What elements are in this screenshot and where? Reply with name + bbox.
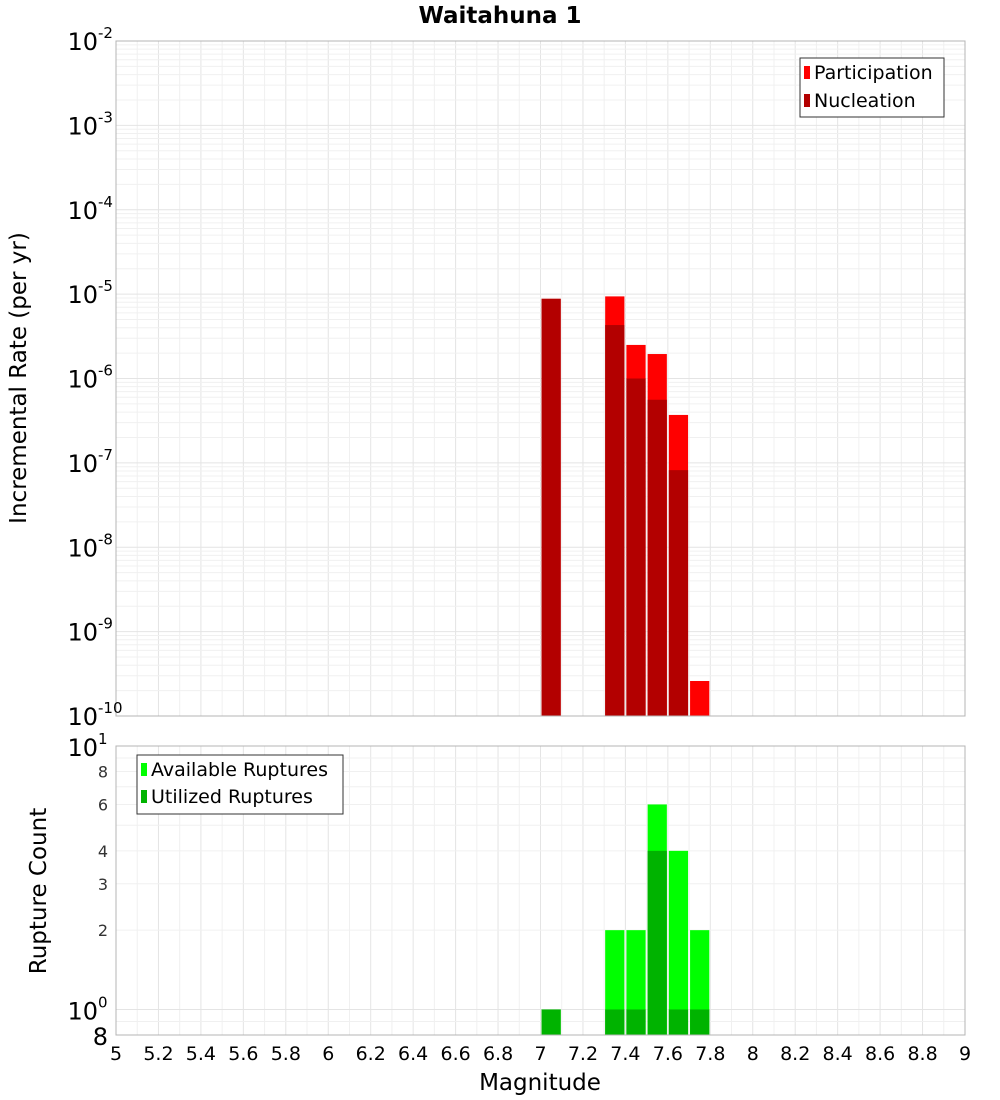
- x-tick-label: 8: [747, 1043, 759, 1065]
- bottom-bar: [626, 1009, 646, 1035]
- bottom-y-axis-label: Rupture Count: [26, 808, 52, 974]
- legend-swatch: [804, 94, 810, 107]
- top-bar: [690, 680, 710, 716]
- legend-label: Available Ruptures: [151, 759, 328, 781]
- top-y-tick-label-exponent: -2: [98, 24, 113, 42]
- bottom-bar: [668, 850, 689, 1035]
- legend-swatch: [141, 790, 147, 803]
- bottom-bar: [626, 930, 646, 1035]
- top-bar: [541, 298, 561, 716]
- x-tick-label: 5: [110, 1043, 122, 1065]
- legend-label: Utilized Ruptures: [151, 786, 313, 808]
- top-bars: [541, 296, 710, 716]
- x-tick-label: 5.2: [143, 1043, 173, 1065]
- top-y-tick-label-exponent: -9: [98, 615, 113, 633]
- top-plot: 10-210-310-410-510-610-710-810-910 -10Par…: [67, 24, 966, 731]
- bottom-bar: [605, 930, 625, 1035]
- top-y-tick-label: 10: [67, 450, 98, 478]
- x-tick-label: 6.4: [398, 1043, 428, 1065]
- x-tick-label: 5.6: [228, 1043, 258, 1065]
- top-legend: Participation Nucleation: [799, 57, 945, 118]
- bottom-y-min-label: 8: [93, 1023, 108, 1051]
- x-tick-label: 7.8: [695, 1043, 725, 1065]
- bottom-y-tick-label: 3: [98, 875, 108, 894]
- top-y-tick-label: 10: [67, 281, 98, 309]
- bottom-bar: [647, 850, 667, 1035]
- x-tick-label: 6.8: [483, 1043, 513, 1065]
- x-tick-label: 6.2: [356, 1043, 386, 1065]
- top-frame: [115, 40, 966, 717]
- top-y-tick-label-exponent: -6: [98, 362, 113, 380]
- legend-label: Nucleation: [814, 90, 916, 112]
- bottom-y-tick-label: 6: [98, 795, 108, 814]
- x-tick-label: 6: [322, 1043, 334, 1065]
- top-y-tick-label-exponent: -7: [98, 446, 113, 464]
- top-y-tick-label-exponent: -4: [98, 193, 113, 211]
- x-tick-label: 8.4: [823, 1043, 853, 1065]
- bottom-y-tick-label: 2: [98, 921, 108, 940]
- top-y-tick-label-exponent: -10: [98, 699, 123, 717]
- top-y-tick-label-exponent: -5: [98, 277, 113, 295]
- x-tick-label: 9: [959, 1043, 971, 1065]
- bottom-y-major-tick-label-exponent: 1: [98, 730, 108, 748]
- x-tick-label: 7.4: [610, 1043, 640, 1065]
- chart-title: Waitahuna 1: [418, 3, 581, 29]
- x-tick-label: 5.4: [186, 1043, 216, 1065]
- top-y-tick-label: 10: [67, 703, 98, 731]
- x-tick-label: 5.8: [271, 1043, 301, 1065]
- x-tick-label: 6.6: [440, 1043, 470, 1065]
- bottom-legend: Available Ruptures Utilized Ruptures: [136, 754, 344, 815]
- x-tick-label: 7.6: [653, 1043, 683, 1065]
- bottom-y-tick-label: 8: [98, 763, 108, 782]
- top-bar: [647, 399, 667, 716]
- top-y-tick-label: 10: [67, 366, 98, 394]
- top-y-tick-label-exponent: -8: [98, 530, 113, 548]
- top-y-tick-label: 10: [67, 619, 98, 647]
- top-y-tick-label: 10: [67, 534, 98, 562]
- top-y-ticks: 10-210-310-410-510-610-710-810-910-10: [67, 24, 122, 731]
- x-axis: 5 5.2 5.4 5.6 5.8 6 6.2 6.4 6.6 6.8 7 7.2 7.4 7.6 7.8 8…: [110, 1043, 971, 1065]
- bottom-bar: [690, 1009, 710, 1035]
- bottom-grid: [115, 745, 966, 1036]
- legend-box: [136, 754, 344, 815]
- top-series-1: [541, 298, 689, 716]
- top-grid: [115, 40, 966, 717]
- bottom-bar: [541, 1009, 561, 1035]
- top-y-tick-label: 10: [67, 197, 98, 225]
- bottom-frame: [115, 745, 966, 1036]
- bottom-y-major-tick-label: 10: [67, 997, 98, 1025]
- top-y-axis-label: Incremental Rate (per yr): [6, 232, 32, 524]
- bottom-y-major-tick-label-exponent: 0: [98, 993, 108, 1011]
- x-tick-label: 8.2: [780, 1043, 810, 1065]
- top-bar: [668, 470, 689, 716]
- bottom-bar: [605, 1009, 625, 1035]
- bottom-bar: [690, 930, 710, 1035]
- x-tick-label: 7.2: [568, 1043, 598, 1065]
- legend-label: Participation: [814, 62, 933, 84]
- legend-box: [799, 57, 945, 118]
- top-bar: [605, 325, 625, 716]
- x-axis-label: Magnitude: [479, 1070, 601, 1096]
- legend-swatch: [141, 763, 147, 776]
- top-y-tick-label-exponent: -3: [98, 108, 113, 126]
- bottom-y-tick-label: 4: [98, 842, 108, 861]
- bottom-y-major-tick-label: 10: [67, 734, 98, 762]
- bottom-bars: [541, 804, 710, 1035]
- x-tick-label: 7: [534, 1043, 546, 1065]
- bottom-series-1: [541, 850, 710, 1035]
- top-bar: [626, 378, 646, 716]
- x-tick-label: 8.6: [865, 1043, 895, 1065]
- x-tick-label: 8.8: [907, 1043, 937, 1065]
- bottom-bar: [668, 1009, 689, 1035]
- top-y-tick-label: 10: [67, 112, 98, 140]
- top-y-tick-label: 10: [67, 28, 98, 56]
- legend-swatch: [804, 66, 810, 79]
